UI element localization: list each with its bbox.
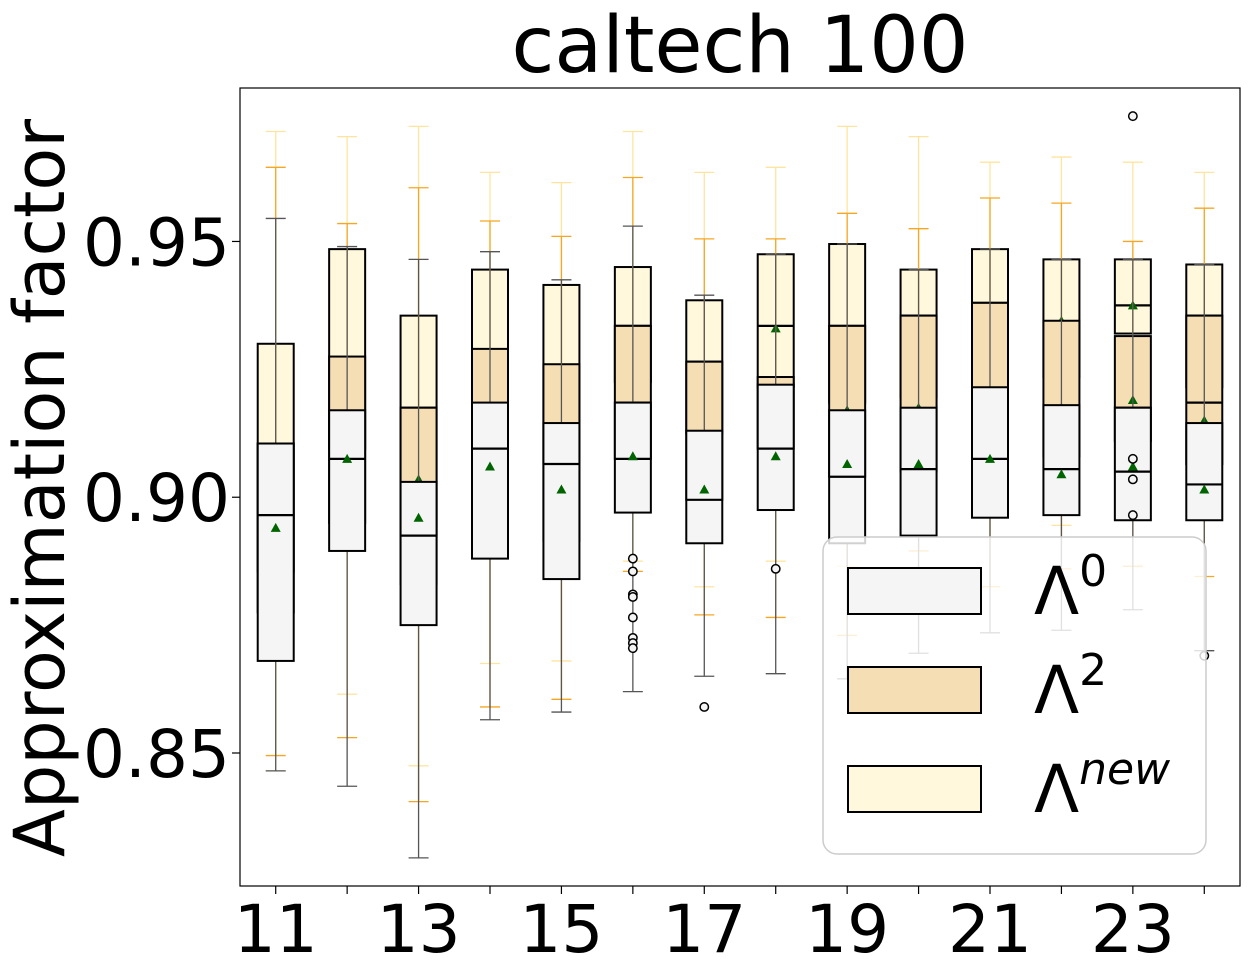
mean-marker xyxy=(342,453,353,463)
legend-label: Λ0 xyxy=(1034,546,1107,630)
mean-marker xyxy=(1199,484,1210,494)
plot-area xyxy=(256,111,1224,859)
chart-title: caltech 100 xyxy=(512,1,969,91)
outlier-point xyxy=(627,592,638,602)
outlier-point xyxy=(627,553,638,564)
y-tick-label: 0.85 xyxy=(83,716,230,793)
mean-marker xyxy=(627,451,638,461)
x-tick-label: 17 xyxy=(662,891,746,968)
legend-symbol: Λ xyxy=(1034,652,1079,729)
box xyxy=(971,386,1009,519)
legend-label: Λ2 xyxy=(1034,645,1107,729)
box xyxy=(542,422,581,581)
outlier-point xyxy=(627,566,638,577)
box xyxy=(1042,404,1081,517)
legend-item: Λ0 xyxy=(847,546,1107,630)
mean-marker xyxy=(413,512,424,522)
x-tick-label: 23 xyxy=(1091,891,1175,968)
outlier-point xyxy=(1127,453,1138,464)
axes: 11 13 15 17 19 21 23 0.85 0.90 0.95 xyxy=(83,87,1241,968)
mean-marker xyxy=(485,461,495,471)
legend-label: Λnew xyxy=(1034,744,1171,828)
x-tick-label: 13 xyxy=(377,891,461,968)
outlier-point xyxy=(627,643,638,654)
box xyxy=(256,442,295,662)
legend-superscript: 0 xyxy=(1079,546,1107,597)
mean-marker xyxy=(699,484,710,494)
y-tick-label: 0.90 xyxy=(83,460,230,537)
box xyxy=(328,409,367,552)
mean-marker xyxy=(985,453,995,463)
x-tick-label: 19 xyxy=(805,891,889,968)
box xyxy=(471,401,509,560)
legend-superscript: 2 xyxy=(1079,645,1107,696)
box xyxy=(399,480,438,627)
x-tick-label: 21 xyxy=(948,891,1032,968)
legend-item: Λ2 xyxy=(847,645,1107,729)
series-0 xyxy=(256,111,1224,859)
outlier-point xyxy=(1127,111,1138,122)
x-tick-label: 15 xyxy=(519,891,603,968)
box xyxy=(1185,422,1224,522)
legend-symbol: Λ xyxy=(1034,751,1079,828)
outlier-point xyxy=(699,702,710,712)
outlier-point xyxy=(627,612,638,623)
mean-marker xyxy=(556,484,567,494)
mean-marker xyxy=(842,458,853,468)
legend-swatch xyxy=(847,765,982,813)
mean-marker xyxy=(770,451,781,461)
mean-marker xyxy=(1127,461,1138,471)
plot-frame xyxy=(239,87,1241,887)
y-axis-label: Approximation factor xyxy=(0,119,81,857)
legend-swatch xyxy=(847,567,982,615)
legend-swatch xyxy=(847,666,982,714)
outlier-point xyxy=(1127,474,1138,485)
legend-item: Λnew xyxy=(847,744,1171,828)
outlier-point xyxy=(1127,510,1138,521)
y-tick-label: 0.95 xyxy=(83,204,230,281)
mean-marker xyxy=(1056,469,1067,479)
legend-symbol: Λ xyxy=(1034,553,1079,630)
mean-marker xyxy=(270,522,281,532)
box xyxy=(899,406,938,537)
x-tick-label: 11 xyxy=(234,891,318,968)
box xyxy=(756,383,795,512)
outlier-point xyxy=(770,563,781,574)
legend-superscript: new xyxy=(1079,744,1171,795)
mean-marker xyxy=(913,458,924,468)
